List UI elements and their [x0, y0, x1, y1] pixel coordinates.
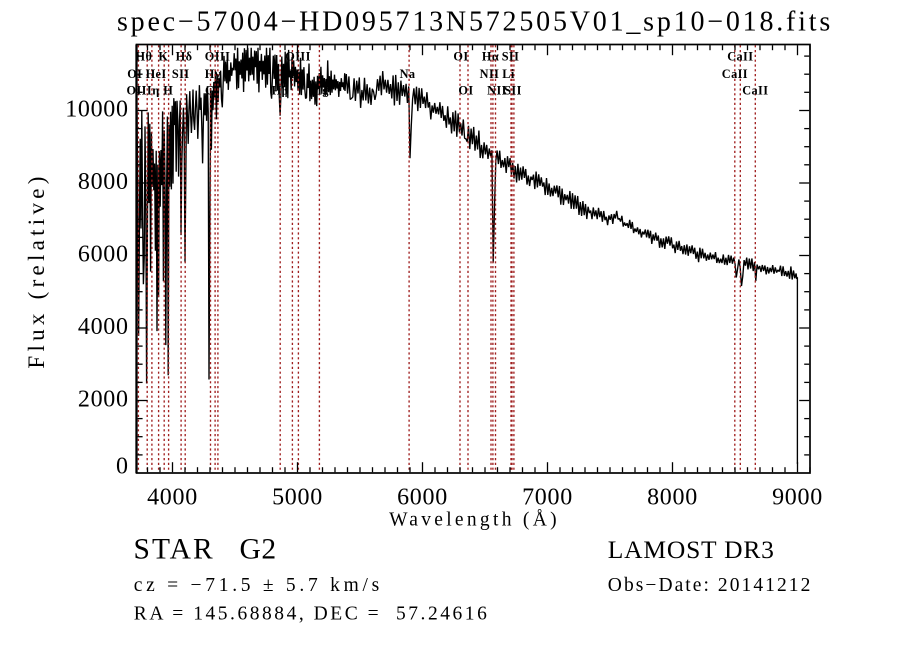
svg-text:Hα: Hα	[482, 50, 499, 64]
svg-text:8000: 8000	[78, 169, 129, 195]
svg-text:8000: 8000	[647, 485, 698, 511]
svg-text:STAR: STAR	[134, 534, 215, 566]
svg-text:G2: G2	[240, 534, 277, 566]
svg-text:CaII: CaII	[742, 84, 768, 98]
svg-text:OIII: OIII	[280, 67, 306, 81]
svg-text:H: H	[163, 84, 173, 98]
svg-text:4000: 4000	[147, 485, 198, 511]
svg-text:spec−57004−HD095713N572505V01_: spec−57004−HD095713N572505V01_sp10−018.f…	[117, 6, 833, 37]
svg-text:CaII: CaII	[727, 50, 753, 64]
svg-text:6000: 6000	[397, 485, 448, 511]
svg-text:HeI: HeI	[146, 67, 167, 81]
svg-text:NII: NII	[480, 67, 500, 81]
svg-text:6000: 6000	[78, 242, 129, 268]
svg-text:G: G	[205, 84, 215, 98]
svg-text:Mg: Mg	[310, 84, 329, 98]
svg-text:Obs−Date: 20141212: Obs−Date: 20141212	[608, 575, 813, 596]
svg-text:Li: Li	[502, 67, 515, 81]
svg-text:9000: 9000	[772, 485, 823, 511]
svg-text:K: K	[158, 50, 168, 64]
svg-text:OIII: OIII	[285, 50, 311, 64]
svg-text:OIII: OIII	[205, 50, 231, 64]
svg-text:4000: 4000	[78, 314, 129, 340]
svg-text:0: 0	[116, 453, 129, 479]
svg-text:10000: 10000	[65, 97, 129, 123]
svg-text:cz = −71.5 ± 5.7 km/s: cz = −71.5 ± 5.7 km/s	[134, 575, 383, 596]
svg-text:Hδ: Hδ	[176, 50, 193, 64]
svg-text:5000: 5000	[272, 485, 323, 511]
svg-text:Hβ: Hβ	[272, 84, 289, 98]
svg-text:η: η	[152, 84, 159, 98]
svg-text:OI: OI	[127, 67, 142, 81]
svg-text:LAMOST DR3: LAMOST DR3	[608, 535, 775, 564]
svg-text:Flux (relative): Flux (relative)	[24, 172, 49, 368]
svg-text:OIII: OIII	[127, 84, 153, 98]
svg-text:CaII: CaII	[722, 67, 748, 81]
svg-text:Hθ: Hθ	[136, 50, 153, 64]
svg-text:SII: SII	[502, 50, 520, 64]
svg-text:RA = 145.68884, DEC = 57.2461: RA = 145.68884, DEC = 57.24616	[134, 603, 490, 624]
svg-text:OI: OI	[453, 50, 468, 64]
svg-text:SII: SII	[504, 84, 522, 98]
svg-text:OI: OI	[458, 84, 473, 98]
svg-text:Hγ: Hγ	[205, 67, 221, 81]
svg-text:NII: NII	[487, 84, 507, 98]
svg-text:Wavelength (Å): Wavelength (Å)	[389, 510, 560, 531]
svg-text:Na: Na	[400, 67, 416, 81]
svg-text:7000: 7000	[522, 485, 573, 511]
svg-text:SII: SII	[172, 67, 190, 81]
svg-text:2000: 2000	[78, 387, 129, 413]
